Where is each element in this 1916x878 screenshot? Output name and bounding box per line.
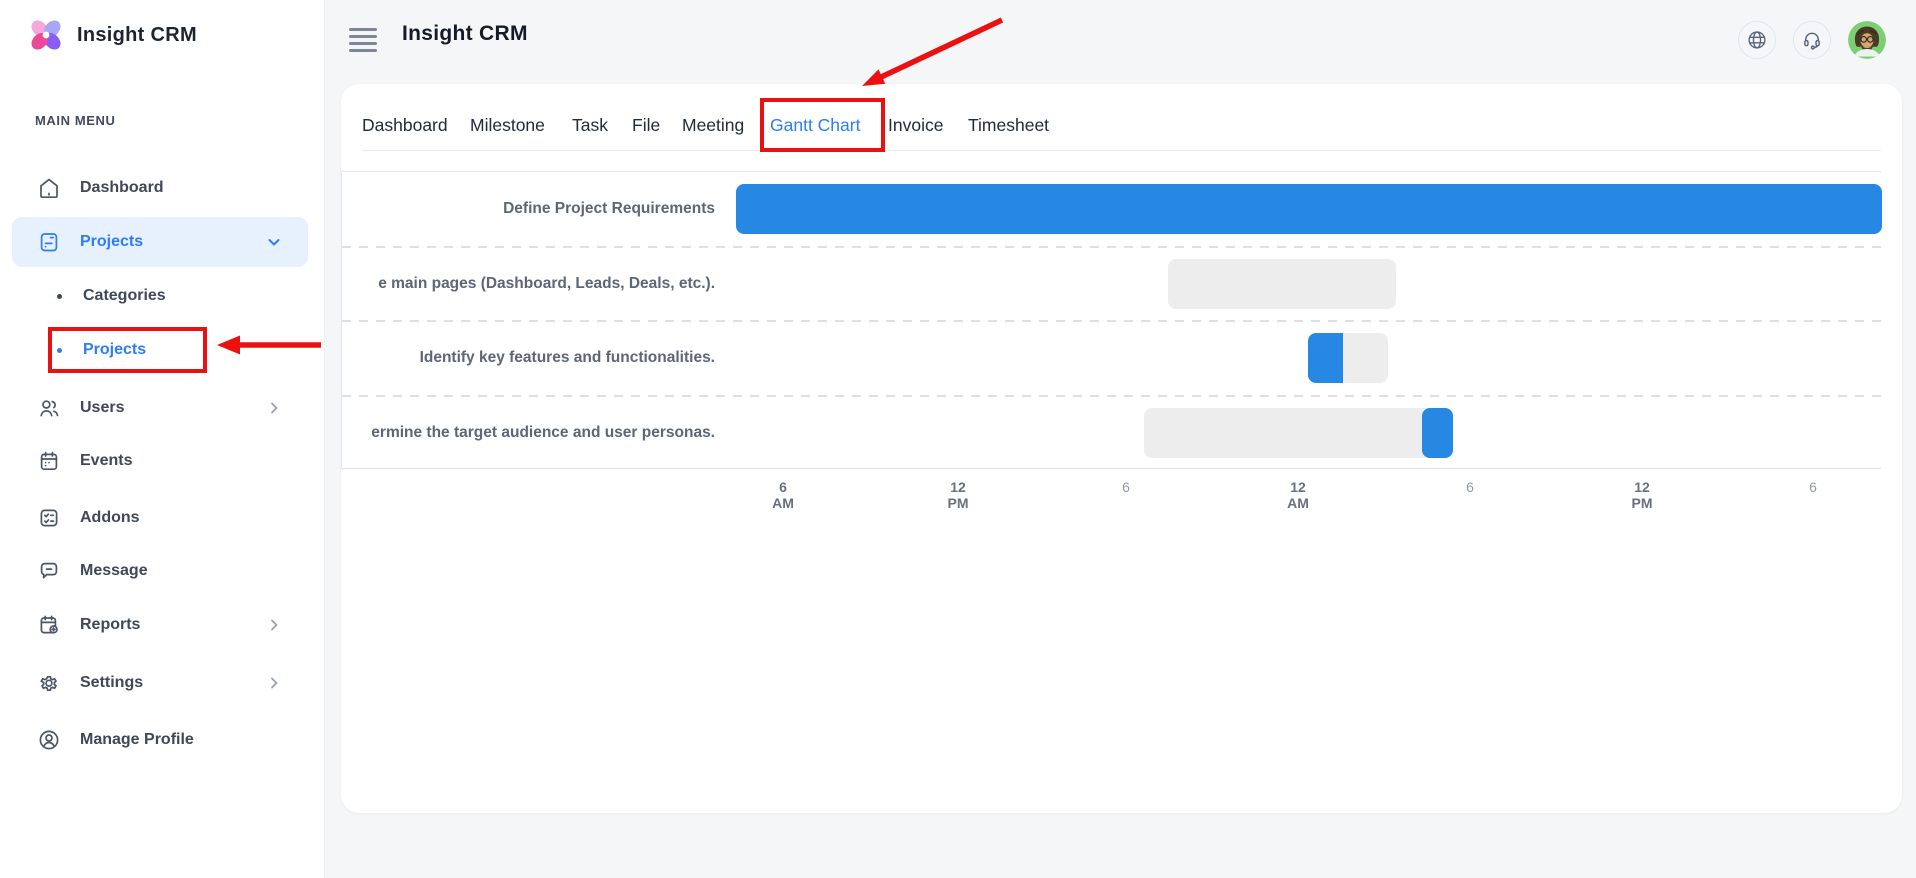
sidebar-brand: Insight CRM	[77, 23, 197, 46]
gantt-row-label: Identify key features and functionalitie…	[419, 349, 715, 367]
sidebar-item-projects[interactable]: Projects	[12, 217, 308, 267]
globe-icon	[1748, 31, 1766, 49]
chat-icon	[37, 559, 61, 583]
users-icon	[37, 396, 61, 420]
sidebar-item-projects-sub[interactable]: Projects	[12, 328, 308, 372]
chevron-down-icon	[265, 233, 283, 251]
tab-task[interactable]: Task	[572, 115, 608, 135]
sidebar-item-addons[interactable]: Addons	[12, 496, 308, 540]
project-tabs: Dashboard Milestone Task File Meeting Gantt C…	[362, 84, 1881, 152]
hamburger-menu-icon[interactable]	[349, 28, 377, 52]
flower-logo-icon	[31, 20, 61, 50]
language-globe-button[interactable]	[1738, 21, 1776, 59]
gantt-bar-blue[interactable]	[736, 184, 1882, 234]
gantt-bar-gray[interactable]	[1168, 258, 1396, 309]
gantt-row: e main pages (Dashboard, Leads, Deals, e…	[342, 247, 1881, 322]
sidebar-item-settings[interactable]: Settings	[12, 661, 308, 705]
gantt-bar-gray[interactable]	[1144, 407, 1453, 458]
main-menu-label: MAIN MENU	[35, 113, 116, 128]
home-icon	[37, 176, 61, 200]
content-card: Dashboard Milestone Task File Meeting Gantt C…	[341, 84, 1902, 813]
gantt-row: Define Project Requirements	[342, 172, 1882, 247]
chevron-right-icon	[265, 616, 283, 634]
annotation-arrow-projects	[217, 335, 321, 355]
tab-invoice[interactable]: Invoice	[888, 115, 944, 135]
sidebar-item-users[interactable]: Users	[12, 386, 308, 430]
sidebar-item-label: Message	[80, 562, 148, 579]
avatar-photo	[1848, 21, 1886, 59]
gantt-bar-blue[interactable]	[1422, 407, 1453, 458]
tab-milestone[interactable]: Milestone	[470, 115, 545, 135]
gear-icon	[37, 671, 61, 695]
gantt-row-label: e main pages (Dashboard, Leads, Deals, e…	[378, 274, 715, 292]
axis-tick-label: 6	[1809, 479, 1817, 495]
sidebar-item-label: Categories	[83, 287, 166, 304]
sidebar-item-label: Projects	[80, 233, 144, 250]
tab-file[interactable]: File	[632, 115, 661, 135]
sidebar-item-label: Reports	[80, 616, 141, 633]
bullet-icon	[57, 293, 62, 299]
headset-icon	[1804, 32, 1820, 50]
calendar-icon	[37, 449, 61, 473]
axis-tick-label: 12 AM	[1287, 479, 1309, 511]
report-icon	[37, 613, 61, 637]
axis-tick-label: 6	[1122, 479, 1130, 495]
sidebar-item-dashboard[interactable]: Dashboard	[12, 166, 308, 210]
gantt-row: Identify key features and functionalitie…	[342, 321, 1881, 396]
gantt-bar-gray[interactable]	[1343, 333, 1388, 383]
gantt-row-label: Define Project Requirements	[503, 200, 715, 218]
axis-tick-label: 6	[1466, 479, 1474, 495]
header-title: Insight CRM	[402, 22, 528, 45]
tab-timesheet[interactable]: Timesheet	[968, 115, 1050, 135]
sidebar-item-label: Settings	[80, 674, 144, 691]
checklist-icon	[37, 506, 61, 530]
gantt-row-label: ermine the target audience and user pers…	[371, 423, 715, 441]
sidebar-item-message[interactable]: Message	[12, 549, 308, 593]
tab-meeting[interactable]: Meeting	[682, 115, 745, 135]
gantt-time-axis: 6 AM 12 PM 6 12 AM 6 12 PM 6	[341, 469, 1881, 529]
sidebar-item-label: Dashboard	[80, 179, 164, 196]
sidebar-item-manage-profile[interactable]: Manage Profile	[12, 718, 308, 762]
annotation-arrow-gantt-tab	[862, 17, 1004, 86]
support-headset-button[interactable]	[1793, 21, 1831, 59]
sidebar-item-categories[interactable]: Categories	[12, 274, 308, 318]
tab-gantt-chart[interactable]: Gantt Chart	[760, 98, 885, 152]
sidebar-item-reports[interactable]: Reports	[12, 603, 308, 647]
chevron-right-icon	[265, 674, 283, 692]
bullet-icon	[57, 347, 62, 353]
note-icon	[37, 230, 61, 254]
gantt-bar-blue[interactable]	[1308, 333, 1343, 383]
sidebar-item-label: Users	[80, 399, 125, 416]
sidebar-item-label: Projects	[83, 341, 147, 358]
axis-tick-label: 12 PM	[1631, 479, 1653, 511]
sidebar-item-label: Manage Profile	[80, 731, 194, 748]
chevron-right-icon	[265, 399, 283, 417]
axis-tick-label: 6 AM	[772, 479, 794, 511]
user-avatar[interactable]	[1848, 21, 1886, 59]
sidebar-item-label: Events	[80, 452, 133, 469]
gantt-row: ermine the target audience and user pers…	[342, 396, 1881, 471]
annotation-box-gantt-tab	[760, 98, 885, 152]
tab-dashboard[interactable]: Dashboard	[362, 115, 448, 135]
gantt-chart: Define Project Requirements e main pages …	[341, 171, 1882, 471]
annotation-box-projects	[48, 327, 207, 373]
axis-tick-label: 12 PM	[947, 479, 969, 511]
sidebar: Insight CRM MAIN MENU Dashboard Projects C…	[0, 0, 325, 878]
user-circle-icon	[37, 728, 61, 752]
brand-row: Insight CRM	[27, 16, 197, 54]
sidebar-item-events[interactable]: Events	[12, 439, 308, 483]
sidebar-item-label: Addons	[80, 509, 140, 526]
